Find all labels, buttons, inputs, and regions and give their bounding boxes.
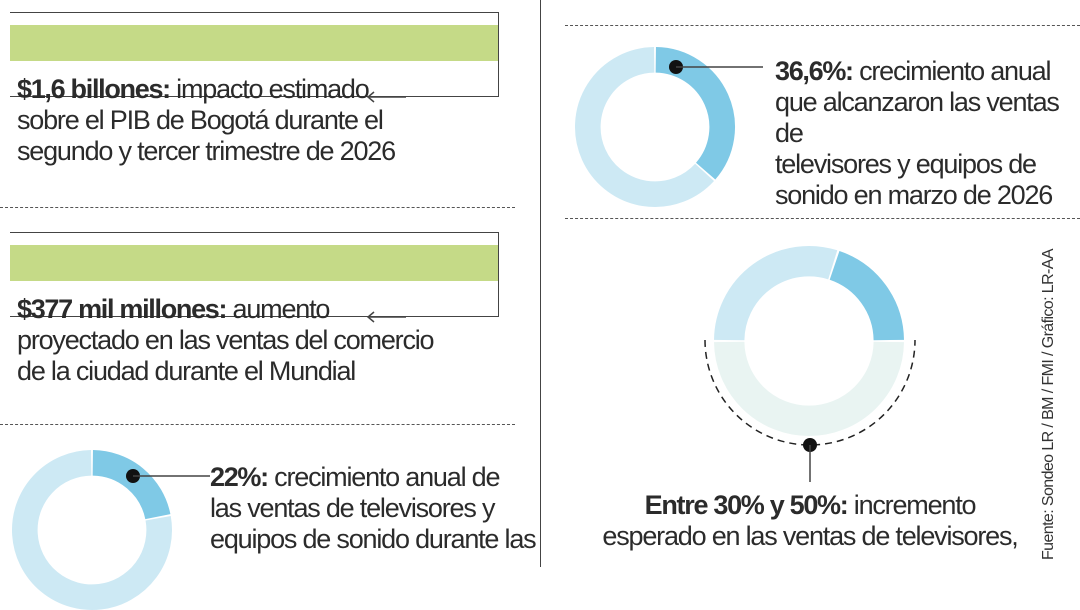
stat-2-arrow bbox=[366, 311, 406, 323]
stat-1-arrow bbox=[366, 91, 406, 103]
divider-left-2 bbox=[0, 424, 515, 425]
stat-1-value: $1,6 billones: bbox=[17, 74, 171, 104]
stat-1-label: impacto estimado bbox=[176, 74, 370, 104]
stat-5-label: incremento bbox=[853, 490, 977, 520]
stat-5-line2: esperado en las ventas de televisores, bbox=[602, 521, 1018, 551]
stat-1-text: $1,6 billones: impacto estimado sobre el… bbox=[17, 74, 396, 167]
donut-slice-rango-30-50- bbox=[829, 251, 904, 341]
divider-right-1 bbox=[565, 25, 1080, 26]
stat-2-label: aumento bbox=[232, 294, 331, 324]
donut-slice-resto bbox=[714, 341, 904, 436]
stat-4-value: 36,6%: bbox=[775, 56, 854, 86]
stat-4-text: 36,6%: crecimiento anual que alcanzaron … bbox=[775, 56, 1080, 211]
stat-2-line3: de la ciudad durante el Mundial bbox=[17, 356, 356, 386]
stat-2-bar-frame bbox=[10, 232, 499, 317]
stat-3-line3: equipos de sonido durante las bbox=[210, 524, 537, 554]
stat-1-bar bbox=[10, 25, 498, 61]
stat-2-text: $377 mil millones: aumento proyectado en… bbox=[17, 294, 435, 387]
stat-2-bar bbox=[10, 245, 498, 281]
stat-3-text: 22%: crecimiento anual de las ventas de … bbox=[210, 462, 537, 555]
stat-2-line2: proyectado en las ventas del comercio bbox=[17, 325, 435, 355]
donut-slice-rango-inferior bbox=[714, 246, 838, 341]
range-bracket bbox=[704, 339, 916, 482]
stat-5-text: Entre 30% y 50%: incremento esperado en … bbox=[590, 490, 1030, 552]
divider-right-2 bbox=[565, 218, 1080, 219]
source-credit: Fuente: Sondeo LR / BM / FMI / Gráfico: … bbox=[1040, 249, 1057, 560]
stat-1-line2: sobre el PIB de Bogotá durante el bbox=[17, 105, 384, 135]
divider-left-1 bbox=[0, 207, 515, 208]
donut-chart-30-50 bbox=[714, 246, 904, 436]
stat-3-label: crecimiento anual de bbox=[274, 462, 500, 492]
stat-1-line3: segundo y tercer trimestre de 2026 bbox=[17, 136, 396, 166]
stat-5-value: Entre 30% y 50%: bbox=[644, 490, 849, 520]
stat-3-line2: las ventas de televisores y bbox=[210, 493, 495, 523]
stat-3-value: 22%: bbox=[210, 462, 269, 492]
stat-4-line4: sonido en marzo de 2026 bbox=[775, 180, 1053, 210]
stat-4-label: crecimiento anual bbox=[859, 56, 1051, 86]
stat-4-line3: televisores y equipos de bbox=[775, 149, 1037, 179]
column-divider bbox=[540, 0, 541, 567]
stat-1-bar-frame bbox=[10, 12, 499, 97]
stat-2-value: $377 mil millones: bbox=[17, 294, 228, 324]
stat-4-line2: que alcanzaron las ventas de bbox=[775, 87, 1060, 148]
donut-1-leader bbox=[126, 469, 210, 483]
donut-2-leader bbox=[669, 60, 763, 74]
donut-slice-resto bbox=[575, 47, 715, 207]
